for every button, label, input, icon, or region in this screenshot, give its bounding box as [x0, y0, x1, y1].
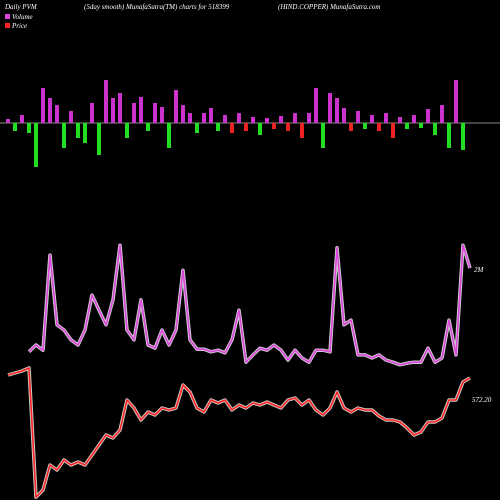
- annotation: 572.20: [472, 396, 492, 404]
- chart-subtitle: (HIND.COPPER) MunafaSutra.com: [278, 3, 380, 11]
- bar: [146, 123, 150, 131]
- line: [7, 367, 471, 498]
- bar: [181, 105, 185, 123]
- bar: [279, 116, 283, 123]
- bar: [76, 123, 80, 138]
- bar: [195, 123, 199, 133]
- bar: [83, 123, 87, 143]
- bar: [223, 115, 227, 123]
- bar: [454, 80, 458, 123]
- bar: [447, 123, 451, 148]
- bar: [356, 111, 360, 123]
- bar: [174, 90, 178, 123]
- bar: [188, 113, 192, 123]
- bar: [104, 80, 108, 123]
- bar: [426, 109, 430, 123]
- bar: [405, 123, 409, 129]
- legend-swatch: [5, 14, 10, 19]
- bar: [286, 123, 290, 131]
- bar: [251, 117, 255, 123]
- bar: [55, 105, 59, 123]
- legend-label: Volume: [12, 13, 33, 21]
- bar: [412, 115, 416, 123]
- bar: [342, 108, 346, 123]
- bar: [202, 113, 206, 123]
- bar: [41, 88, 45, 123]
- bar: [321, 123, 325, 148]
- bar: [244, 123, 248, 131]
- bar: [384, 113, 388, 123]
- bar: [314, 88, 318, 123]
- bar: [6, 119, 10, 123]
- bar: [258, 123, 262, 135]
- legend-label: Price: [11, 22, 27, 30]
- bar: [461, 123, 465, 150]
- line: [28, 244, 471, 366]
- bar: [265, 118, 269, 123]
- bar: [132, 103, 136, 123]
- bar: [125, 123, 129, 138]
- bar: [160, 107, 164, 123]
- bar: [349, 123, 353, 131]
- bar: [328, 93, 332, 123]
- bar: [398, 117, 402, 123]
- bar: [307, 113, 311, 123]
- bar: [216, 123, 220, 131]
- bar: [419, 123, 423, 128]
- bar: [209, 108, 213, 123]
- bar: [391, 123, 395, 138]
- bar: [230, 123, 234, 133]
- chart-title: (5day smooth) MunafaSutra(TM) charts for…: [84, 3, 230, 11]
- bar: [69, 111, 73, 123]
- bar: [90, 103, 94, 123]
- bar: [20, 115, 24, 123]
- bar: [111, 98, 115, 123]
- bar: [13, 123, 17, 131]
- bar: [300, 123, 304, 138]
- bar: [97, 123, 101, 155]
- bar: [293, 113, 297, 123]
- bar: [62, 123, 66, 148]
- annotation: 2M: [474, 266, 485, 274]
- bar: [440, 105, 444, 123]
- bar: [370, 115, 374, 123]
- chart-title: Daily PVM: [4, 3, 38, 11]
- bar: [272, 123, 276, 129]
- bar: [433, 123, 437, 135]
- bar: [377, 123, 381, 131]
- bar: [237, 113, 241, 123]
- legend-swatch: [5, 23, 10, 28]
- bar: [153, 103, 157, 123]
- bar: [48, 98, 52, 123]
- bar: [34, 123, 38, 167]
- bar: [167, 123, 171, 148]
- bar: [139, 97, 143, 123]
- bar: [27, 123, 31, 133]
- bar: [118, 93, 122, 123]
- bar: [335, 98, 339, 123]
- bar: [363, 123, 367, 129]
